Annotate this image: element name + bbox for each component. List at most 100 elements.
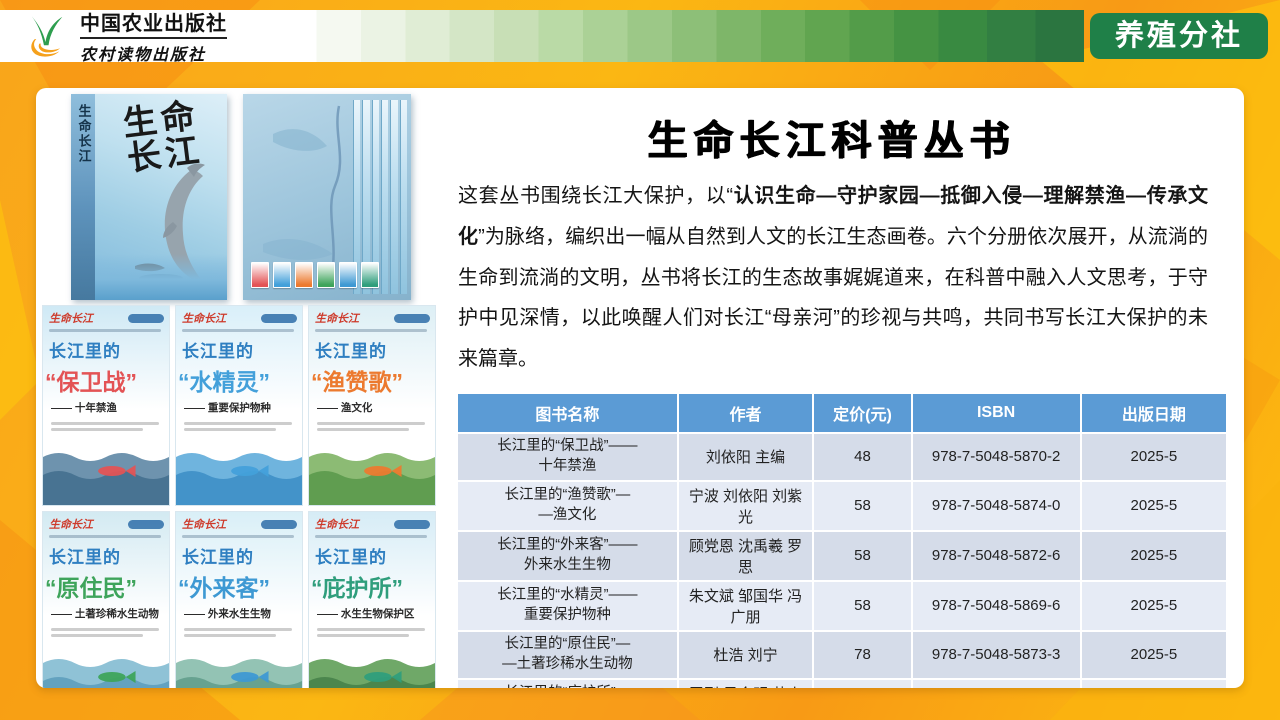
cell-date: 2025-5 [1079, 677, 1229, 688]
cover-series-mark: 生命长江 [49, 312, 93, 325]
cover-illustration [43, 637, 169, 688]
cell-price: 58 [812, 529, 913, 582]
cover-subtitle: —— 土著珍稀水生动物 [51, 608, 159, 620]
water-band [95, 254, 227, 300]
table-row: 长江里的“保卫战”—— 十年禁渔 刘依阳 主编 48 978-7-5048-5870-… [456, 431, 1229, 482]
cell-authors: 刘依阳 主编 [676, 431, 815, 482]
table-row: 长江里的“原住民”— —土著珍稀水生动物 杜浩 刘宁 78 978-7-5048-58… [456, 629, 1229, 680]
cover-prefix: 长江里的 [315, 342, 387, 361]
cover-fineprint-bar [182, 329, 294, 332]
cover-title: “保卫战” [45, 369, 137, 395]
boxset-front-panel: 生命长江 [95, 94, 227, 300]
book-cover: 生命长江 长江里的 “原住民” —— 土著珍稀水生动物 [42, 511, 170, 688]
series-title: 生命长江科普丛书 [647, 118, 1015, 164]
cell-date: 2025-5 [1079, 529, 1229, 582]
cell-authors: 宁波 刘依阳 刘紫光 [676, 479, 815, 532]
cover-subtitle: —— 十年禁渔 [51, 402, 117, 414]
description-bold: 认识生命—守护家园—抵御入侵—理解禁渔—传承文化 [458, 185, 1208, 248]
cover-top-pill [261, 313, 297, 323]
cell-isbn: 978-7-5048-5873-3 [910, 629, 1082, 680]
publisher-subname: 农村读物出版社 [80, 45, 207, 64]
cell-date: 2025-5 [1079, 431, 1229, 482]
cover-blurb-bars [43, 625, 169, 637]
cell-authors: 罗刚 吴金明 茹小尚 [676, 677, 815, 688]
cover-fineprint-bar [315, 535, 427, 538]
publisher-logo: 中国农业出版社 农村读物出版社 [0, 10, 276, 64]
cell-name: 长江里的“水精灵”—— 重要保护物种 [456, 579, 679, 632]
cover-blurb-bars [176, 419, 302, 431]
cover-fineprint-bar [182, 535, 294, 538]
table-row: 长江里的“渔赞歌”— —渔文化 宁波 刘依阳 刘紫光 58 978-7-5048-58… [456, 479, 1229, 532]
boxset-image: 生命长江 生命长江 [42, 94, 440, 300]
column-header: ISBN [910, 391, 1082, 434]
cover-series-mark: 生命长江 [49, 518, 93, 531]
cover-title: “渔赞歌” [311, 369, 403, 395]
boxset-front-view: 生命长江 生命长江 [71, 94, 227, 300]
column-header: 出版日期 [1079, 391, 1229, 434]
content-card: 生命长江 生命长江 [36, 88, 1244, 688]
cover-fineprint-bar [315, 329, 427, 332]
cell-name: 长江里的“外来客”—— 外来水生生物 [456, 529, 679, 582]
book-cover: 生命长江 长江里的 “水精灵” —— 重要保护物种 [175, 305, 303, 506]
cell-date: 2025-5 [1079, 579, 1229, 632]
cover-top-pill [128, 519, 164, 529]
series-description: 这套丛书围绕长江大保护，以“认识生命—守护家园—抵御入侵—理解禁渔—传承文化”为… [458, 176, 1208, 380]
cover-title: “外来客” [178, 575, 270, 601]
cell-price: 58 [812, 479, 913, 532]
cover-illustration [176, 637, 302, 688]
cell-isbn: 978-7-5048-5869-6 [910, 579, 1082, 632]
description-part1: 这套丛书围绕长江大保护，以“ [458, 185, 734, 207]
column-header: 定价(元) [812, 391, 913, 434]
cover-subtitle: —— 外来水生生物 [184, 608, 271, 620]
thumbnail [339, 262, 357, 288]
cell-name: 长江里的“保卫战”—— 十年禁渔 [456, 431, 679, 482]
text-column: 生命长江科普丛书 这套丛书围绕长江大保护，以“认识生命—守护家园—抵御入侵—理解… [442, 88, 1244, 688]
column-header: 图书名称 [456, 391, 679, 434]
cover-series-mark: 生命长江 [182, 312, 226, 325]
cover-blurb-bars [176, 625, 302, 637]
boxset-cover-thumbnails [251, 262, 379, 288]
cover-top-pill [394, 519, 430, 529]
cell-price: 58 [812, 677, 913, 688]
book-cover: 生命长江 长江里的 “外来客” —— 外来水生生物 [175, 511, 303, 688]
column-header: 作者 [676, 391, 815, 434]
cover-illustration [309, 431, 435, 505]
cover-series-mark: 生命长江 [182, 518, 226, 531]
book-cover: 生命长江 长江里的 “保卫战” —— 十年禁渔 [42, 305, 170, 506]
book-list-table: 图书名称 作者 定价(元) ISBN 出版日期 长江里的“保卫战”—— 十年禁渔 刘依阳 … [456, 391, 1229, 688]
branch-badge: 养殖分社 [1089, 13, 1268, 59]
cell-authors: 杜浩 刘宁 [676, 629, 815, 680]
table-row: 长江里的“庇护所”— —水生生物保护区罗刚 吴金明 茹小尚58978-7-504… [456, 677, 1229, 688]
boxset-book-spines [353, 100, 407, 294]
thumbnail [317, 262, 335, 288]
cell-name: 长江里的“原住民”— —土著珍稀水生动物 [456, 629, 679, 680]
cell-isbn: 978-7-5048-5871-9 [910, 677, 1082, 688]
book-cover: 生命长江 长江里的 “渔赞歌” —— 渔文化 [308, 305, 436, 506]
cover-blurb-bars [309, 625, 435, 637]
cell-isbn: 978-7-5048-5870-2 [910, 431, 1082, 482]
publisher-logo-icon [31, 16, 63, 57]
thumbnail [295, 262, 313, 288]
cover-top-pill [128, 313, 164, 323]
thumbnail [251, 262, 269, 288]
cell-price: 78 [812, 629, 913, 680]
cover-fineprint-bar [49, 535, 161, 538]
thumbnail [273, 262, 291, 288]
cover-subtitle: —— 重要保护物种 [184, 402, 271, 414]
cover-prefix: 长江里的 [182, 342, 254, 361]
cell-authors: 朱文斌 邹国华 冯广朋 [676, 579, 815, 632]
cover-prefix: 长江里的 [49, 342, 121, 361]
header-gradient-strip [276, 10, 1084, 62]
cover-subtitle: —— 渔文化 [317, 402, 373, 414]
description-part2: ”为脉络，编织出一幅从自然到人文的长江生态画卷。六个分册依次展开，从流淌的生命到… [458, 225, 1208, 371]
images-column: 生命长江 生命长江 [36, 88, 442, 688]
cover-prefix: 长江里的 [49, 548, 121, 567]
cover-prefix: 长江里的 [182, 548, 254, 567]
cell-name: 长江里的“庇护所”— —水生生物保护区 [456, 677, 679, 688]
cover-illustration [43, 431, 169, 505]
cover-top-pill [261, 519, 297, 529]
cover-illustration [309, 637, 435, 688]
thumbnail [361, 262, 379, 288]
cell-authors: 顾党恩 沈禹羲 罗思 [676, 529, 815, 582]
cell-name: 长江里的“渔赞歌”— —渔文化 [456, 479, 679, 532]
